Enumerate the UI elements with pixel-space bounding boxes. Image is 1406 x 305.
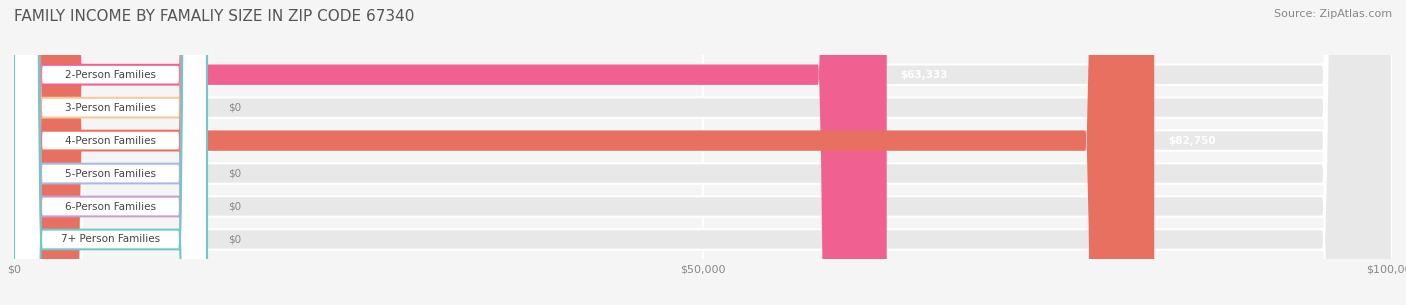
Text: $0: $0 (228, 202, 240, 211)
FancyBboxPatch shape (14, 0, 1392, 305)
FancyBboxPatch shape (14, 0, 207, 305)
Text: 2-Person Families: 2-Person Families (65, 70, 156, 80)
FancyBboxPatch shape (14, 0, 1392, 305)
FancyBboxPatch shape (14, 0, 1392, 305)
FancyBboxPatch shape (14, 0, 207, 305)
FancyBboxPatch shape (14, 0, 887, 305)
Text: $0: $0 (228, 169, 240, 178)
Text: $82,750: $82,750 (1168, 136, 1216, 145)
FancyBboxPatch shape (14, 0, 1392, 305)
Text: $0: $0 (228, 235, 240, 245)
Text: $0: $0 (228, 103, 240, 113)
Text: 4-Person Families: 4-Person Families (65, 136, 156, 145)
Text: Source: ZipAtlas.com: Source: ZipAtlas.com (1274, 9, 1392, 19)
FancyBboxPatch shape (14, 0, 207, 305)
FancyBboxPatch shape (14, 0, 207, 305)
Text: FAMILY INCOME BY FAMALIY SIZE IN ZIP CODE 67340: FAMILY INCOME BY FAMALIY SIZE IN ZIP COD… (14, 9, 415, 24)
Text: 5-Person Families: 5-Person Families (65, 169, 156, 178)
FancyBboxPatch shape (14, 0, 1392, 305)
FancyBboxPatch shape (14, 0, 207, 305)
Text: 7+ Person Families: 7+ Person Families (60, 235, 160, 245)
FancyBboxPatch shape (14, 0, 207, 305)
Text: $63,333: $63,333 (900, 70, 948, 80)
Text: 6-Person Families: 6-Person Families (65, 202, 156, 211)
FancyBboxPatch shape (14, 0, 1154, 305)
Text: 3-Person Families: 3-Person Families (65, 103, 156, 113)
FancyBboxPatch shape (14, 0, 1392, 305)
